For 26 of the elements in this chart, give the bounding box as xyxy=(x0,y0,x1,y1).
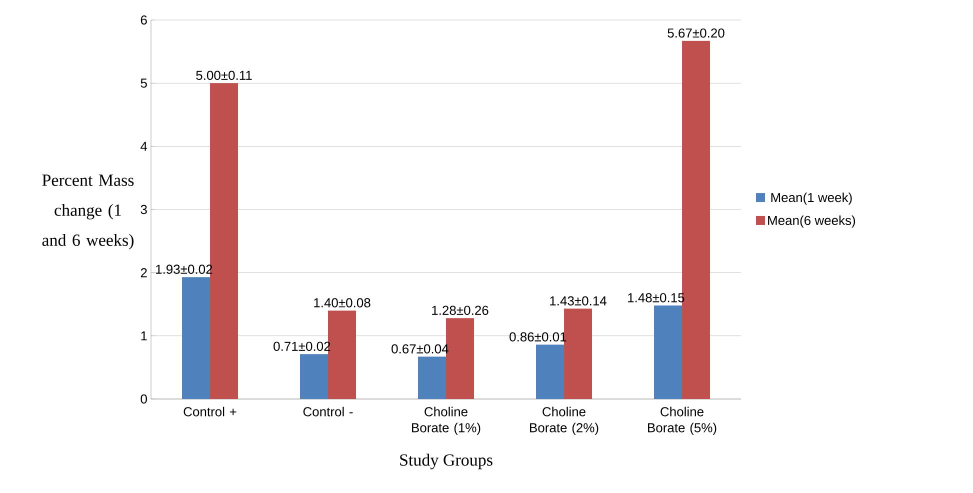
y-tick-label: 0 xyxy=(140,394,147,404)
x-tick-label: Choline Borate (5%) xyxy=(648,406,716,435)
x-tick-label: Control + xyxy=(184,406,236,416)
data-label: 5.67±0.20 xyxy=(668,28,724,38)
bar xyxy=(418,356,446,399)
bar xyxy=(182,277,210,399)
y-tick-label: 5 xyxy=(140,78,147,88)
x-tick-label: Control - xyxy=(303,406,353,416)
y-tick-label: 1 xyxy=(141,331,147,340)
y-tick-label: 6 xyxy=(140,15,147,25)
x-tick-label: Choline Borate (2%) xyxy=(530,406,598,435)
y-tick-label: 2 xyxy=(140,268,147,278)
y-tick-label: 4 xyxy=(140,142,148,151)
x-axis-title: Study Groups xyxy=(400,454,492,470)
x-tick-label: Choline Borate (1%) xyxy=(412,406,480,435)
bar xyxy=(654,306,682,399)
data-label: 1.28±0.26 xyxy=(432,306,488,315)
legend-label: Mean(6 weeks) xyxy=(768,215,856,228)
data-label: 1.43±0.14 xyxy=(550,296,606,306)
y-tick-label: 3 xyxy=(140,204,147,214)
data-label: 1.40±0.08 xyxy=(314,298,370,308)
bar xyxy=(536,344,564,399)
y-axis-title: Percent Mass change (1 and 6 weeks) xyxy=(42,174,134,250)
legend-label: Mean(1 week) xyxy=(771,192,852,205)
data-label: 5.00±0.11 xyxy=(196,70,252,80)
bar xyxy=(300,354,328,399)
